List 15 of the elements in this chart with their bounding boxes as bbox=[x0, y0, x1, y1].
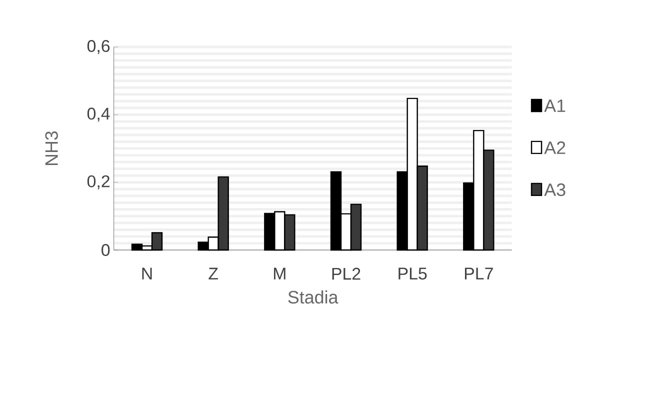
y-tick-label: 0 bbox=[102, 244, 110, 256]
y-tick-label: 0,2 bbox=[87, 175, 110, 190]
y-tick-label: 0,4 bbox=[87, 108, 110, 122]
x-tick-label: PL2 bbox=[332, 268, 360, 280]
x-axis-title: Stadia bbox=[288, 290, 338, 304]
x-tick-label: M bbox=[274, 268, 286, 280]
y-tick-label: 0,6 bbox=[87, 40, 110, 54]
legend-label: A2 bbox=[544, 141, 566, 154]
x-tick-label: PL5 bbox=[398, 268, 427, 280]
legend-label: A3 bbox=[544, 183, 566, 196]
x-tick-label: PL7 bbox=[464, 268, 493, 280]
x-tick-label: Z bbox=[208, 268, 218, 280]
x-tick-label: N bbox=[142, 268, 152, 280]
legend-label: A1 bbox=[544, 100, 566, 112]
y-axis-title: NH3 bbox=[45, 131, 58, 165]
